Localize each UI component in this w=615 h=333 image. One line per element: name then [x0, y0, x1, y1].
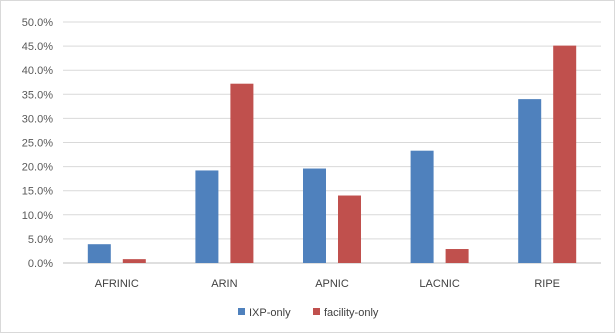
legend-label: IXP-only [249, 307, 291, 319]
y-tick-label: 15.0% [22, 186, 53, 198]
x-category-label: LACNIC [419, 278, 459, 290]
legend: IXP-only facility-only [238, 307, 379, 319]
y-tick-label: 50.0% [22, 17, 53, 29]
y-tick-label: 25.0% [22, 138, 53, 150]
y-tick-label: 5.0% [28, 234, 53, 246]
bar-ixp-only-lacnic [410, 150, 434, 263]
y-tick-label: 10.0% [22, 210, 53, 222]
bar-ixp-only-arin [195, 170, 219, 263]
bar-ixp-only-apnic [303, 168, 326, 263]
bars [87, 45, 577, 264]
bar-ixp-only-afrinic [87, 244, 111, 263]
legend-label: facility-only [324, 307, 379, 319]
y-tick-label: 0.0% [28, 258, 53, 270]
legend-swatch [238, 308, 245, 315]
x-category-label: AFRINIC [95, 278, 139, 290]
y-tick-label: 45.0% [22, 41, 53, 53]
x-category-label: RIPE [534, 278, 560, 290]
bar-facility-only-apnic [338, 195, 361, 263]
bar-facility-only-afrinic [122, 259, 146, 263]
y-tick-label: 30.0% [22, 113, 53, 125]
gridlines [63, 21, 601, 264]
x-category-label: ARIN [211, 278, 237, 290]
bar-ixp-only-ripe [518, 99, 542, 264]
x-axis-category-labels: AFRINIC ARIN APNIC LACNIC RIPE [95, 278, 560, 290]
y-tick-label: 35.0% [22, 89, 53, 101]
y-tick-label: 20.0% [22, 162, 53, 174]
y-axis-tick-labels: 0.0% 5.0% 10.0% 15.0% 20.0% 25.0% 30.0% 35.0% 40… [22, 17, 53, 270]
x-category-label: APNIC [315, 278, 349, 290]
bar-facility-only-arin [230, 83, 254, 263]
y-tick-label: 40.0% [22, 65, 53, 77]
bar-facility-only-ripe [553, 45, 577, 264]
legend-swatch [313, 308, 320, 315]
bar-facility-only-lacnic [445, 249, 469, 263]
